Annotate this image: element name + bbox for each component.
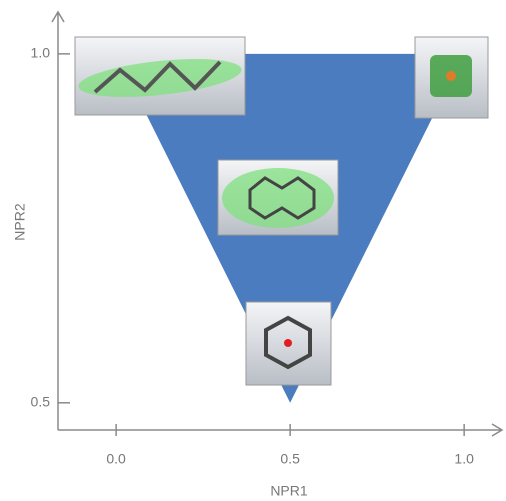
y-tick-label: 1.0 xyxy=(31,45,51,61)
y-axis-title: NPR2 xyxy=(12,203,28,241)
x-axis xyxy=(58,424,502,436)
y-tick-label: 0.5 xyxy=(31,393,51,409)
x-axis-title: NPR1 xyxy=(270,483,308,499)
molecule-sphere xyxy=(415,37,488,118)
x-tick-label: 0.0 xyxy=(106,451,126,467)
x-tick-label: 1.0 xyxy=(454,451,474,467)
y-axis xyxy=(52,12,64,430)
molecule-disc xyxy=(218,160,338,235)
x-tick-label: 0.5 xyxy=(280,451,300,467)
molecule-benzene xyxy=(246,302,331,385)
chart: NPR2 NPR1 0.5 1.0 0.0 0.5 1.0 xyxy=(0,0,506,501)
molecule-rod xyxy=(75,37,245,115)
